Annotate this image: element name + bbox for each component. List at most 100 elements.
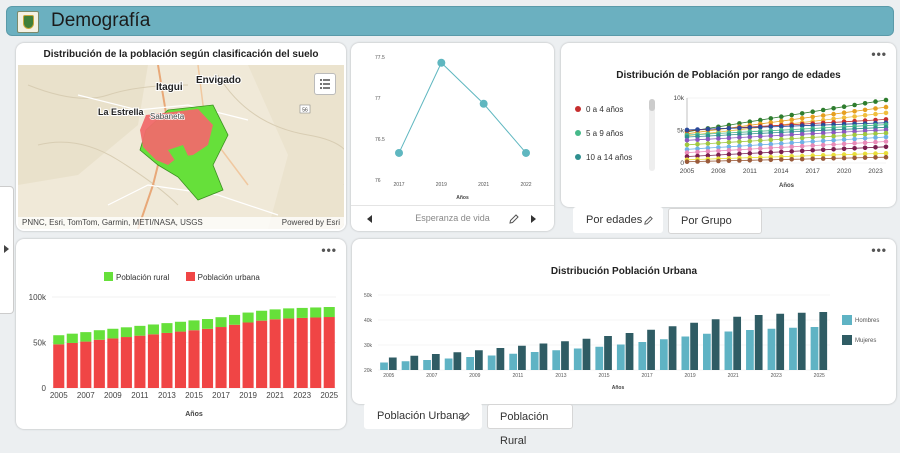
x-tick-label: 2005 [383,373,394,379]
legend-swatch-icon [104,272,113,281]
legend-item-rural[interactable]: Población rural [104,272,172,282]
bar-rural [80,332,92,342]
data-point [820,107,826,113]
data-point [852,152,857,157]
edit-icon[interactable] [643,215,654,226]
data-point [768,116,774,121]
bar-hombres [552,350,561,370]
more-options-icon[interactable]: ••• [871,47,887,61]
data-point [873,106,878,111]
edit-icon[interactable] [508,213,520,225]
data-point [820,147,826,153]
data-point [737,143,742,149]
bar-hombres [487,355,496,370]
y-tick-label: 10k [674,95,685,102]
legend-item[interactable]: 5 a 9 años [575,129,655,153]
data-point [862,140,868,145]
data-point [768,137,774,143]
legend-scrollbar[interactable] [649,99,655,171]
tab-poblacion-urbana[interactable]: Población Urbana [364,403,482,429]
data-point [883,127,889,133]
data-point [810,135,815,140]
data-point [758,117,763,123]
data-point [841,141,847,147]
data-point [820,142,826,148]
data-point [862,155,868,160]
bar-mujeres [518,345,526,370]
bar-rural [188,320,200,331]
data-point [841,152,847,157]
data-point [716,136,721,141]
x-tick-label: 2022 [520,182,531,188]
bar-mujeres [797,312,806,370]
data-point [737,158,742,163]
powered-by-esri-link[interactable]: Powered by Esri [281,218,340,227]
data-point [747,146,753,152]
x-tick-label: 2017 [212,391,230,400]
data-point [852,136,857,142]
data-point [789,144,794,150]
bar-urban [107,338,119,388]
urban-distribution-chart: 50k 40k 30k 20k 2005 2007 2009 2011 2013 2015 2017… [364,293,830,391]
bar-urban [188,330,200,388]
bar-mujeres [496,348,505,370]
data-point [852,109,857,114]
legend-item-hombres[interactable]: Hombres [842,315,879,335]
map-view[interactable]: 56 Itagui Envigado La Estrella Sabaneta … [18,65,344,229]
legend-item-mujeres[interactable]: Mujeres [842,335,879,355]
data-point [873,155,878,160]
data-point [716,152,721,158]
data-point [820,134,826,140]
data-point [705,153,711,158]
x-tick-label: 2014 [774,168,789,175]
life-expectancy-chart: 77.5 77 76.5 76 2017 2019 2021 2022 Años [375,55,532,201]
bar-mujeres [474,350,483,370]
map-legend-button[interactable] [314,73,336,95]
bar-hombres [444,358,453,370]
tab-por-grupo-etnico[interactable]: Por Grupo étnico [668,208,762,251]
x-tick-label: 2020 [837,168,852,175]
legend-swatch-icon [575,130,581,136]
bar-hombres [595,346,604,370]
data-point [695,159,700,164]
prev-chart-arrow[interactable] [367,215,372,223]
data-point [862,136,868,141]
data-point [684,159,690,164]
bar-mujeres [388,357,397,370]
bar-mujeres [647,329,655,370]
data-point [768,145,774,151]
bar-hombres [380,362,388,370]
bar-urban [269,319,281,388]
tab-poblacion-rural[interactable]: Población Rural [487,404,573,447]
rural-urban-panel: ••• Población rural Población urbana 100… [16,239,346,429]
legend-swatch-icon [842,335,852,345]
more-options-icon[interactable]: ••• [321,243,337,257]
data-point [883,154,889,160]
bar-hombres [616,344,625,370]
tab-por-edades[interactable]: Por edades [573,207,663,233]
edit-icon[interactable] [460,411,471,422]
age-chart-title: Distribución de Población por rango de e… [616,70,841,81]
urban-distribution-panel: ••• Distribución Población Urbana 50k 40k… [352,239,896,404]
age-distribution-panel: ••• Distribución de Población por rango … [561,43,896,207]
data-point [747,125,753,130]
legend-item[interactable]: 0 a 4 años [575,105,655,129]
more-options-icon[interactable]: ••• [871,243,887,257]
legend-item-urban[interactable]: Población urbana [185,272,260,282]
data-point [705,126,711,132]
y-tick-label: 20k [364,368,373,374]
data-point [831,138,836,143]
data-point [810,139,815,144]
bar-rural [147,324,159,335]
data-point [831,130,836,135]
data-point [726,140,732,145]
bar-hombres [530,352,539,370]
next-chart-arrow[interactable] [531,215,536,223]
bar-rural [269,309,281,320]
legend-item[interactable]: 10 a 14 años [575,153,655,177]
data-point [799,123,805,128]
data-point [789,140,794,146]
data-point [726,158,732,163]
side-panel-toggle[interactable] [0,186,14,314]
data-point [789,123,794,129]
